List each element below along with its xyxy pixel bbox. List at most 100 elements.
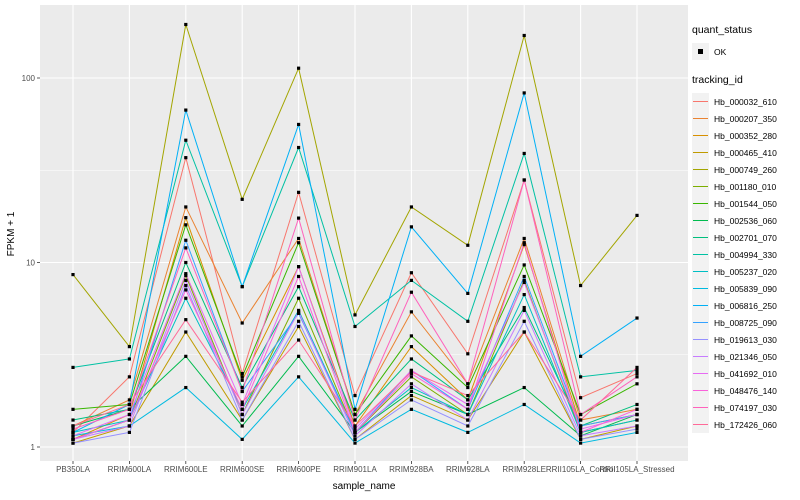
data-point — [184, 354, 188, 358]
legend-item-label: Hb_005237_020 — [714, 266, 777, 277]
data-point — [522, 280, 526, 285]
data-point — [466, 407, 470, 411]
data-point — [409, 334, 413, 338]
data-point — [522, 292, 526, 297]
legend-item: Hb_000207_350 — [692, 110, 798, 127]
x-tick-label: PB350LA — [56, 465, 90, 474]
legend-key-swatch — [692, 365, 709, 382]
point-icon — [698, 49, 703, 54]
legend-item-label: Hb_021346_050 — [714, 351, 777, 362]
legend-item-label: Hb_172426_060 — [714, 419, 777, 430]
data-point — [184, 108, 188, 112]
series-color-line-icon — [693, 253, 708, 256]
data-point — [579, 434, 583, 438]
data-point — [522, 33, 526, 38]
legend-item-label: Hb_048476_140 — [714, 385, 777, 396]
data-point — [579, 354, 583, 358]
legend-key-swatch — [692, 263, 709, 280]
data-point — [240, 437, 244, 441]
data-point — [71, 434, 75, 438]
data-point — [297, 66, 301, 70]
legend-item: Hb_002701_070 — [692, 229, 798, 246]
data-point — [297, 122, 301, 127]
data-point — [522, 385, 526, 390]
data-point — [579, 427, 583, 431]
data-point — [240, 378, 244, 382]
series-color-line-icon — [693, 372, 708, 375]
data-point — [297, 310, 301, 314]
data-point — [184, 22, 188, 27]
data-point — [127, 418, 131, 422]
data-point — [240, 371, 244, 376]
legend-item-label: Hb_005839_090 — [714, 283, 777, 294]
data-point — [353, 313, 357, 317]
data-point — [184, 318, 188, 322]
data-point — [409, 389, 413, 394]
data-point — [184, 138, 188, 142]
data-point — [184, 205, 188, 209]
data-point — [522, 305, 526, 310]
data-point — [635, 427, 639, 431]
y-tick-label: 1 — [31, 443, 36, 452]
y-tick-label: 10 — [26, 258, 35, 267]
quant-status-legend-title: quant_status — [692, 24, 753, 36]
series-color-line-icon — [693, 236, 708, 239]
tracking-id-legend: tracking_id Hb_000032_610 Hb_000207_350 Hb… — [692, 74, 798, 433]
data-point — [409, 393, 413, 398]
data-point — [522, 178, 526, 182]
legend-item: Hb_000032_610 — [692, 93, 798, 110]
data-point — [409, 225, 413, 229]
data-point — [184, 288, 188, 292]
data-point — [297, 375, 301, 379]
data-point — [409, 290, 413, 294]
data-point — [466, 398, 470, 402]
x-tick-label: RRIM600LE — [164, 465, 208, 474]
data-point — [353, 424, 357, 428]
data-point — [409, 310, 413, 314]
legend-key-swatch — [692, 212, 709, 229]
data-point — [635, 371, 639, 376]
data-point — [297, 274, 301, 279]
data-point — [184, 246, 188, 250]
legend-item: Hb_019613_030 — [692, 331, 798, 348]
legend-item: Hb_006816_250 — [692, 297, 798, 314]
data-point — [127, 402, 131, 407]
series-color-line-icon — [693, 287, 708, 290]
series-color-line-icon — [693, 151, 708, 154]
legend-item-label: Hb_001180_010 — [714, 181, 777, 192]
series-color-line-icon — [693, 355, 708, 358]
legend-key-swatch — [692, 161, 709, 178]
series-color-line-icon — [693, 117, 708, 120]
data-point — [466, 402, 470, 407]
data-point — [240, 321, 244, 325]
data-point — [127, 407, 131, 411]
data-point — [522, 236, 526, 241]
data-point — [184, 216, 188, 220]
series-color-line-icon — [693, 202, 708, 205]
data-point — [409, 375, 413, 379]
x-tick-label: RRII105LA_Control — [546, 465, 616, 474]
data-point — [71, 418, 75, 422]
legend-item-label: Hb_041692_010 — [714, 368, 777, 379]
legend-item: Hb_074197_030 — [692, 399, 798, 416]
data-point — [297, 236, 301, 241]
x-tick-label: RRIM901LA — [333, 465, 377, 474]
legend-item: Hb_000749_260 — [692, 161, 798, 178]
data-point — [635, 213, 639, 218]
data-point — [353, 393, 357, 398]
data-point — [184, 330, 188, 334]
data-point — [297, 285, 301, 289]
legend-key-swatch — [692, 297, 709, 314]
data-point — [297, 324, 301, 329]
data-point — [127, 424, 131, 428]
series-color-line-icon — [693, 423, 708, 426]
legend-item-label: Hb_000465_410 — [714, 147, 777, 158]
legend-key-swatch — [692, 43, 709, 60]
data-point — [353, 427, 357, 431]
data-point — [466, 319, 470, 323]
data-point — [353, 434, 357, 438]
data-point — [579, 418, 583, 422]
data-point — [184, 273, 188, 278]
data-point — [353, 407, 357, 411]
data-point — [579, 412, 583, 417]
